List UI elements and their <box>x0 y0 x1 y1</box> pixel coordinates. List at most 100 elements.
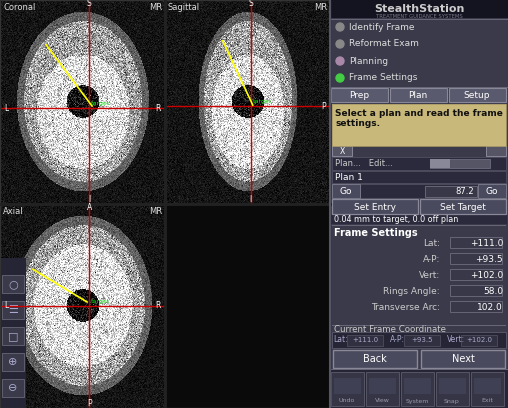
Bar <box>347 335 383 346</box>
Text: Go: Go <box>340 186 352 195</box>
Text: target: target <box>91 299 110 304</box>
Text: Frame Settings: Frame Settings <box>349 73 418 82</box>
Text: Rings Angle:: Rings Angle: <box>384 286 440 295</box>
Bar <box>436 372 469 406</box>
Text: Go: Go <box>486 186 498 195</box>
Text: Identify Frame: Identify Frame <box>349 22 415 31</box>
Bar <box>332 325 506 326</box>
Text: Exit: Exit <box>481 399 493 404</box>
Bar <box>486 146 506 156</box>
Bar <box>390 88 447 102</box>
Text: Snap: Snap <box>444 399 460 404</box>
Bar <box>165 204 330 408</box>
Bar <box>449 88 506 102</box>
Bar <box>331 215 507 224</box>
Text: +111.0: +111.0 <box>469 239 503 248</box>
Bar <box>332 225 506 226</box>
Text: □: □ <box>8 331 18 341</box>
Bar <box>450 237 502 248</box>
Text: +102.0: +102.0 <box>470 271 503 279</box>
Bar <box>404 378 431 394</box>
Text: +102.0: +102.0 <box>466 337 492 343</box>
Bar <box>461 335 497 346</box>
Text: Set Target: Set Target <box>440 202 486 211</box>
Bar <box>332 184 360 198</box>
Bar <box>332 199 418 214</box>
Text: R: R <box>155 104 161 113</box>
Circle shape <box>336 40 344 48</box>
Bar <box>0 258 26 408</box>
Text: settings.: settings. <box>335 120 380 129</box>
Bar <box>330 87 508 88</box>
Bar <box>366 372 399 406</box>
Bar <box>421 350 505 368</box>
Text: target: target <box>253 99 272 104</box>
Text: Vert:: Vert: <box>447 335 465 344</box>
Text: Lat:: Lat: <box>423 239 440 248</box>
Circle shape <box>336 57 344 65</box>
Bar <box>450 285 502 296</box>
Text: +93.5: +93.5 <box>411 337 433 343</box>
Bar <box>330 0 508 18</box>
Text: Plan...   Edit...: Plan... Edit... <box>335 160 393 169</box>
Bar <box>401 372 434 406</box>
Bar <box>425 186 477 197</box>
Text: System: System <box>405 399 429 404</box>
Bar <box>333 350 417 368</box>
Bar <box>332 157 506 170</box>
Bar <box>332 104 506 146</box>
Text: A: A <box>86 204 92 213</box>
Text: +93.5: +93.5 <box>475 255 503 264</box>
Text: Select a plan and read the frame: Select a plan and read the frame <box>335 109 503 118</box>
Bar <box>2 379 24 397</box>
Bar <box>369 378 396 394</box>
Text: Sagittal: Sagittal <box>168 4 200 13</box>
Bar <box>332 332 506 348</box>
Text: I: I <box>88 195 90 204</box>
Bar <box>2 353 24 371</box>
Bar <box>165 204 330 408</box>
Text: ○: ○ <box>8 279 18 289</box>
Bar <box>330 19 508 20</box>
Text: Vert:: Vert: <box>419 271 440 279</box>
Text: S: S <box>87 0 91 9</box>
Text: P: P <box>322 102 326 111</box>
Text: Frame Settings: Frame Settings <box>334 228 418 238</box>
Bar <box>165 0 330 204</box>
Text: 102.0: 102.0 <box>477 302 503 311</box>
Text: 58.0: 58.0 <box>483 286 503 295</box>
Text: Transverse Arc:: Transverse Arc: <box>371 302 440 311</box>
Text: MR: MR <box>314 4 327 13</box>
Bar <box>2 301 24 319</box>
Bar <box>471 372 504 406</box>
Text: ⊖: ⊖ <box>8 383 18 393</box>
Text: Coronal: Coronal <box>3 4 36 13</box>
Text: Set Entry: Set Entry <box>354 202 396 211</box>
Text: ⊕: ⊕ <box>8 357 18 367</box>
Bar <box>0 204 165 408</box>
Text: 87.2: 87.2 <box>455 188 474 197</box>
Bar <box>430 159 490 168</box>
Bar <box>330 370 508 408</box>
Bar <box>0 204 165 408</box>
Text: StealthStation: StealthStation <box>374 4 464 14</box>
Text: Next: Next <box>452 354 474 364</box>
Bar <box>331 88 388 102</box>
Bar <box>450 253 502 264</box>
Bar <box>430 159 450 168</box>
Text: Undo: Undo <box>339 399 355 404</box>
Text: ☰: ☰ <box>8 305 18 315</box>
Text: I: I <box>249 195 252 204</box>
Bar <box>330 0 508 408</box>
Bar <box>439 378 466 394</box>
Bar <box>474 378 501 394</box>
Text: Axial: Axial <box>3 208 24 217</box>
Text: S: S <box>248 0 253 9</box>
Text: Prep: Prep <box>349 91 369 100</box>
Text: 0.04 mm to target, 0.0 off plan: 0.04 mm to target, 0.0 off plan <box>334 215 458 224</box>
Text: A-P:: A-P: <box>423 255 440 264</box>
Bar <box>332 184 506 198</box>
Bar <box>2 275 24 293</box>
Bar <box>450 301 502 312</box>
Text: MR: MR <box>149 208 162 217</box>
